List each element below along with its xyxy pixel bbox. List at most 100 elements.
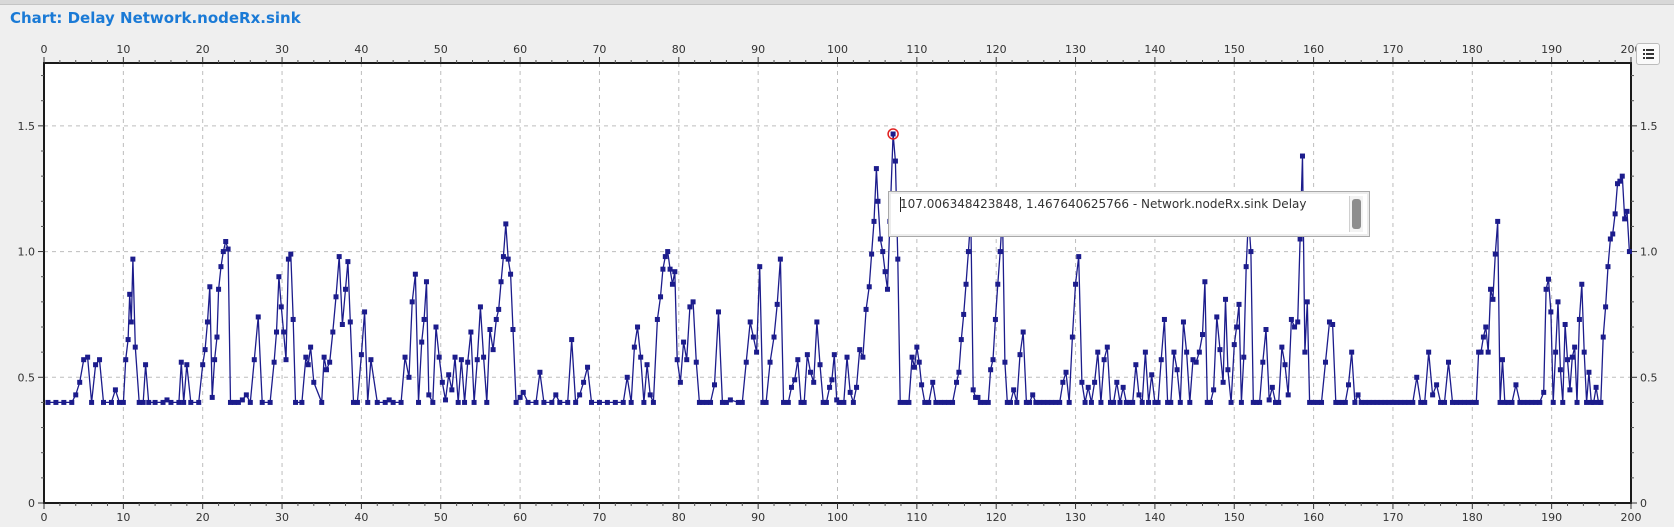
value-tooltip[interactable]: 107.006348423848, 1.467640625766 - Netwo…: [888, 191, 1370, 237]
data-point[interactable]: [585, 364, 591, 370]
data-point[interactable]: [323, 367, 329, 373]
data-point[interactable]: [1117, 399, 1123, 405]
data-point[interactable]: [1225, 367, 1231, 373]
data-point[interactable]: [223, 239, 229, 245]
data-point[interactable]: [243, 392, 249, 398]
data-point[interactable]: [1223, 296, 1229, 302]
data-point[interactable]: [1295, 319, 1301, 325]
data-point[interactable]: [196, 399, 202, 405]
data-point[interactable]: [1355, 392, 1361, 398]
data-point[interactable]: [1085, 384, 1091, 390]
data-point[interactable]: [1591, 399, 1597, 405]
data-point[interactable]: [829, 377, 835, 383]
data-point[interactable]: [641, 399, 647, 405]
data-point[interactable]: [1276, 399, 1282, 405]
data-point[interactable]: [902, 399, 908, 405]
data-point[interactable]: [290, 316, 296, 322]
data-point[interactable]: [708, 399, 714, 405]
data-point[interactable]: [926, 399, 932, 405]
data-point[interactable]: [684, 357, 690, 363]
data-point[interactable]: [1434, 382, 1440, 388]
data-point[interactable]: [281, 329, 287, 335]
data-point[interactable]: [251, 357, 257, 363]
data-point[interactable]: [553, 392, 559, 398]
data-point[interactable]: [970, 387, 976, 393]
data-point[interactable]: [831, 352, 837, 358]
data-point[interactable]: [273, 329, 279, 335]
data-point[interactable]: [777, 256, 783, 262]
data-point[interactable]: [897, 399, 903, 405]
data-point[interactable]: [1041, 399, 1047, 405]
data-point[interactable]: [120, 399, 126, 405]
data-point[interactable]: [1299, 153, 1305, 159]
data-point[interactable]: [747, 319, 753, 325]
data-point[interactable]: [1418, 399, 1424, 405]
data-point[interactable]: [288, 251, 294, 257]
data-point[interactable]: [227, 399, 233, 405]
data-point[interactable]: [350, 399, 356, 405]
data-point[interactable]: [1617, 178, 1623, 184]
data-point[interactable]: [1027, 399, 1033, 405]
data-point[interactable]: [1442, 399, 1448, 405]
data-point[interactable]: [160, 399, 166, 405]
data-point[interactable]: [1288, 316, 1294, 322]
data-point[interactable]: [1394, 399, 1400, 405]
data-point[interactable]: [985, 399, 991, 405]
data-point[interactable]: [1269, 384, 1275, 390]
data-point[interactable]: [1598, 399, 1604, 405]
data-point[interactable]: [1626, 249, 1632, 255]
data-point[interactable]: [950, 399, 956, 405]
data-point[interactable]: [804, 352, 810, 358]
data-point[interactable]: [455, 399, 461, 405]
data-point[interactable]: [471, 399, 477, 405]
data-point[interactable]: [130, 256, 136, 262]
data-point[interactable]: [1560, 399, 1566, 405]
data-point[interactable]: [1402, 399, 1408, 405]
data-point[interactable]: [1555, 299, 1561, 305]
data-point[interactable]: [1307, 399, 1313, 405]
data-point[interactable]: [1136, 392, 1142, 398]
data-point[interactable]: [358, 352, 364, 358]
data-point[interactable]: [930, 379, 936, 385]
data-point[interactable]: [1525, 399, 1531, 405]
data-point[interactable]: [449, 387, 455, 393]
data-point[interactable]: [1020, 329, 1026, 335]
data-point[interactable]: [760, 399, 766, 405]
data-point[interactable]: [801, 399, 807, 405]
data-point[interactable]: [863, 306, 869, 312]
data-point[interactable]: [1082, 399, 1088, 405]
data-point[interactable]: [854, 384, 860, 390]
data-point[interactable]: [386, 397, 392, 403]
data-point[interactable]: [882, 269, 888, 275]
data-point[interactable]: [1266, 397, 1272, 403]
data-point[interactable]: [834, 397, 840, 403]
data-point[interactable]: [1430, 392, 1436, 398]
data-point[interactable]: [1066, 399, 1072, 405]
data-point[interactable]: [1030, 392, 1036, 398]
data-point[interactable]: [827, 384, 833, 390]
data-point[interactable]: [1011, 387, 1017, 393]
data-point[interactable]: [988, 367, 994, 373]
data-point[interactable]: [549, 399, 555, 405]
data-point[interactable]: [1193, 359, 1199, 365]
data-point[interactable]: [1184, 349, 1190, 355]
data-point[interactable]: [1214, 314, 1220, 320]
data-point[interactable]: [665, 249, 671, 255]
data-point[interactable]: [1285, 392, 1291, 398]
data-point[interactable]: [1374, 399, 1380, 405]
data-point[interactable]: [1238, 399, 1244, 405]
data-point[interactable]: [1241, 354, 1247, 360]
data-point[interactable]: [981, 399, 987, 405]
data-point[interactable]: [220, 249, 226, 255]
data-point[interactable]: [1607, 236, 1613, 242]
data-point[interactable]: [1574, 399, 1580, 405]
data-point[interactable]: [1069, 334, 1075, 340]
data-point[interactable]: [423, 279, 429, 285]
data-point[interactable]: [125, 337, 131, 343]
data-point[interactable]: [178, 359, 184, 365]
data-point[interactable]: [1217, 347, 1223, 353]
data-point[interactable]: [919, 382, 925, 388]
data-point[interactable]: [635, 324, 641, 330]
data-point[interactable]: [1120, 384, 1126, 390]
data-point[interactable]: [1190, 357, 1196, 363]
